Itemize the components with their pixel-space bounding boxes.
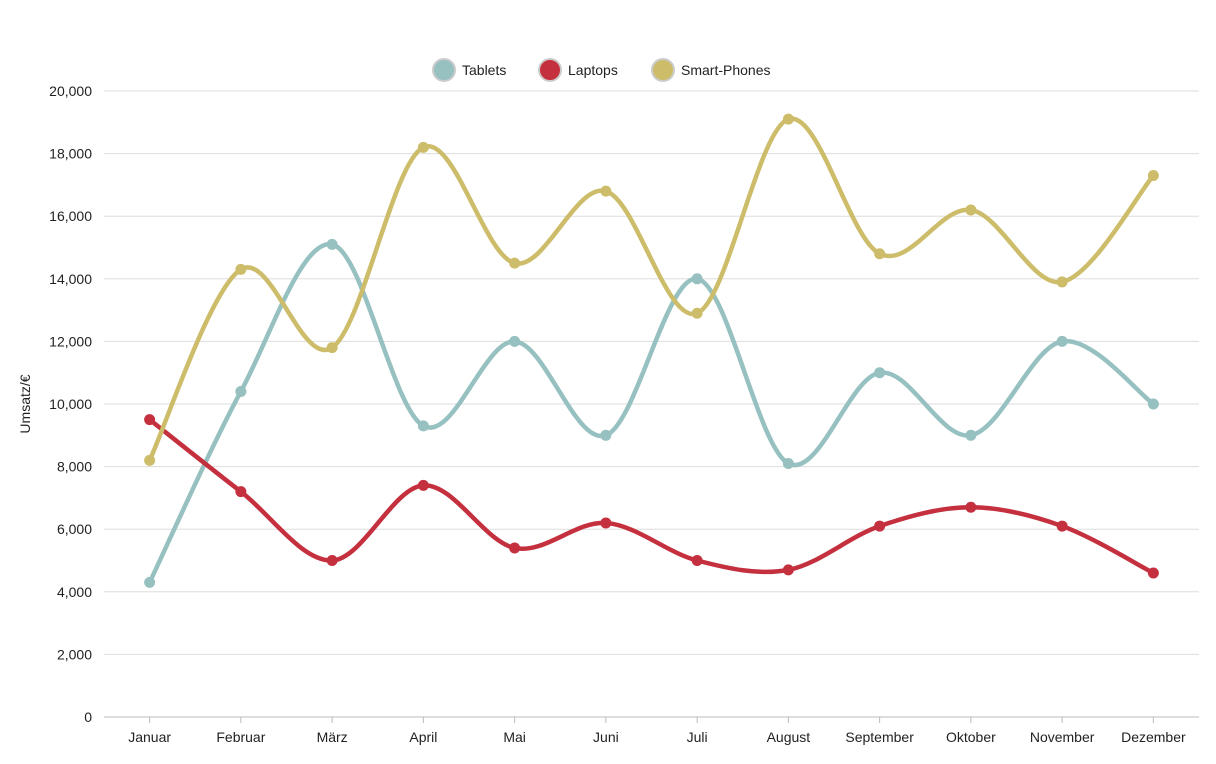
legend[interactable]: Tablets Laptops Smart-Phones bbox=[432, 58, 770, 82]
x-tick-label: November bbox=[1030, 729, 1095, 745]
data-point bbox=[1056, 276, 1068, 288]
y-axis: 0 2,000 4,000 6,000 8,000 10,000 12,000 14,000 1… bbox=[49, 83, 92, 725]
x-axis: Januar Februar März April Mai Juni Juli August S… bbox=[128, 717, 1186, 745]
data-point bbox=[1147, 567, 1159, 579]
data-point bbox=[417, 141, 429, 153]
data-point bbox=[326, 238, 338, 250]
series-smart-phones bbox=[144, 113, 1159, 466]
data-point bbox=[600, 185, 612, 197]
data-point bbox=[509, 257, 521, 269]
data-point bbox=[874, 367, 886, 379]
x-tick-label: Januar bbox=[128, 729, 171, 745]
data-point bbox=[235, 385, 247, 397]
data-point bbox=[235, 486, 247, 498]
y-tick-label: 6,000 bbox=[57, 521, 92, 537]
legend-marker bbox=[432, 58, 456, 82]
x-tick-label: August bbox=[767, 729, 811, 745]
x-tick-label: Oktober bbox=[946, 729, 996, 745]
data-point bbox=[965, 429, 977, 441]
data-point bbox=[144, 576, 156, 588]
data-point bbox=[600, 517, 612, 529]
series-group bbox=[144, 113, 1159, 588]
y-tick-label: 4,000 bbox=[57, 584, 92, 600]
data-point bbox=[235, 263, 247, 275]
data-point bbox=[509, 542, 521, 554]
x-tick-label: Juni bbox=[593, 729, 619, 745]
legend-label: Smart-Phones bbox=[681, 62, 770, 78]
data-point bbox=[417, 479, 429, 491]
data-point bbox=[144, 414, 156, 426]
x-tick-label: April bbox=[409, 729, 437, 745]
y-tick-label: 2,000 bbox=[57, 646, 92, 662]
data-point bbox=[782, 457, 794, 469]
legend-marker bbox=[651, 58, 675, 82]
legend-label: Laptops bbox=[568, 62, 618, 78]
y-axis-label: Umsatz/€ bbox=[17, 374, 33, 433]
data-point bbox=[326, 342, 338, 354]
data-point bbox=[782, 564, 794, 576]
data-point bbox=[874, 248, 886, 260]
data-point bbox=[691, 555, 703, 566]
data-point bbox=[782, 113, 794, 125]
x-tick-label: September bbox=[845, 729, 914, 745]
data-point bbox=[326, 555, 338, 566]
y-tick-label: 12,000 bbox=[49, 333, 92, 349]
data-point bbox=[1147, 170, 1159, 182]
data-point bbox=[874, 520, 886, 532]
data-point bbox=[691, 307, 703, 319]
series-line bbox=[148, 417, 1155, 576]
y-tick-label: 16,000 bbox=[49, 208, 92, 224]
y-tick-label: 18,000 bbox=[49, 146, 92, 162]
data-point bbox=[965, 501, 977, 513]
data-point bbox=[600, 429, 612, 441]
y-tick-label: 8,000 bbox=[57, 459, 92, 475]
grid bbox=[104, 90, 1199, 718]
data-point bbox=[1056, 520, 1068, 532]
y-tick-label: 0 bbox=[84, 709, 92, 725]
legend-item-laptops[interactable]: Laptops bbox=[538, 58, 618, 82]
series-line bbox=[147, 242, 1155, 584]
data-point bbox=[1147, 398, 1159, 410]
y-tick-label: 14,000 bbox=[49, 271, 92, 287]
series-laptops bbox=[144, 414, 1159, 579]
y-tick-label: 10,000 bbox=[49, 396, 92, 412]
x-tick-label: Juli bbox=[687, 729, 708, 745]
data-point bbox=[691, 273, 703, 285]
data-point bbox=[417, 420, 429, 432]
x-tick-label: Februar bbox=[216, 729, 265, 745]
data-point bbox=[509, 335, 521, 347]
y-tick-label: 20,000 bbox=[49, 83, 92, 99]
legend-item-smart-phones[interactable]: Smart-Phones bbox=[651, 58, 770, 82]
legend-label: Tablets bbox=[462, 62, 506, 78]
legend-marker bbox=[538, 58, 562, 82]
legend-item-tablets[interactable]: Tablets bbox=[432, 58, 506, 82]
data-point bbox=[965, 204, 977, 216]
x-tick-label: Mai bbox=[503, 729, 526, 745]
x-tick-label: März bbox=[317, 729, 348, 745]
data-point bbox=[1056, 335, 1068, 347]
data-point bbox=[144, 454, 156, 466]
x-tick-label: Dezember bbox=[1121, 729, 1186, 745]
series-tablets bbox=[144, 238, 1159, 588]
